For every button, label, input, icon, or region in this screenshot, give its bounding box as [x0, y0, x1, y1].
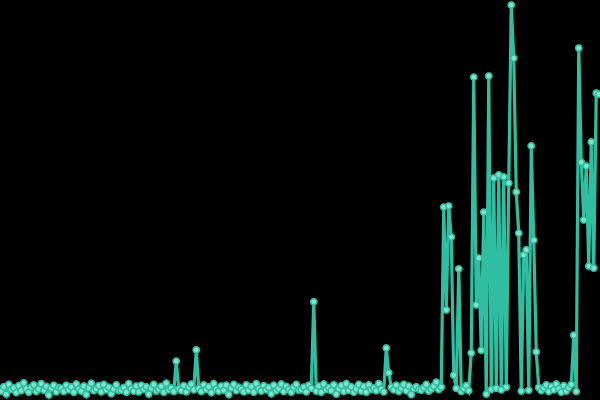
data-point-marker — [82, 390, 91, 399]
data-point-marker — [379, 387, 388, 396]
data-point-marker — [422, 380, 431, 389]
data-point-marker — [589, 264, 598, 272]
data-point-marker — [529, 236, 538, 245]
data-point-marker — [484, 72, 493, 80]
data-point-marker — [479, 208, 488, 217]
data-point-marker — [87, 379, 96, 388]
data-point-marker — [567, 380, 576, 389]
data-point-marker — [504, 179, 513, 187]
data-point-marker — [454, 264, 463, 273]
data-point-marker — [502, 383, 511, 392]
data-point-marker — [477, 346, 486, 355]
data-point-marker — [249, 388, 258, 397]
data-point-marker — [574, 44, 583, 52]
data-point-marker — [532, 347, 541, 356]
data-point-marker — [464, 386, 473, 395]
data-point-marker — [309, 297, 318, 306]
data-point-marker — [302, 387, 311, 396]
data-point-marker — [527, 141, 536, 150]
data-point-marker — [577, 158, 586, 167]
data-point-marker — [579, 216, 588, 224]
data-point-marker — [507, 1, 516, 9]
data-point-marker — [162, 379, 171, 388]
data-point-marker — [44, 391, 53, 399]
series-line-group — [0, 4, 600, 400]
data-point-marker — [437, 383, 446, 392]
data-point-marker — [499, 172, 508, 181]
data-point-marker — [582, 162, 591, 170]
data-point-marker — [122, 388, 131, 397]
data-point-marker — [2, 390, 11, 399]
data-point-marker — [512, 188, 521, 196]
data-point-marker — [149, 380, 158, 389]
data-point-marker — [469, 73, 478, 82]
data-point-marker — [192, 346, 201, 354]
data-point-marker — [29, 380, 38, 389]
data-point-marker — [442, 306, 451, 314]
data-point-marker — [522, 245, 531, 254]
data-point-marker — [524, 386, 533, 395]
data-point-marker — [472, 301, 481, 309]
data-point-marker — [382, 344, 391, 352]
data-point-marker — [444, 202, 453, 210]
data-point-marker — [509, 54, 518, 63]
data-point-marker — [569, 331, 578, 340]
data-point-marker — [514, 229, 523, 238]
data-point-marker — [447, 233, 456, 241]
data-point-marker — [594, 90, 600, 99]
data-point-marker — [467, 349, 476, 357]
data-point-marker — [449, 371, 458, 380]
data-point-marker — [572, 387, 581, 396]
series-line — [0, 4, 600, 400]
data-point-marker — [517, 387, 526, 395]
data-point-marker — [384, 368, 393, 377]
data-point-marker — [207, 388, 216, 397]
data-point-marker — [474, 254, 483, 262]
data-point-marker — [482, 390, 491, 399]
data-point-marker — [172, 357, 181, 366]
data-point-marker — [432, 378, 441, 387]
data-point-marker — [329, 380, 338, 389]
data-point-marker — [224, 390, 233, 399]
data-point-marker — [587, 138, 596, 146]
